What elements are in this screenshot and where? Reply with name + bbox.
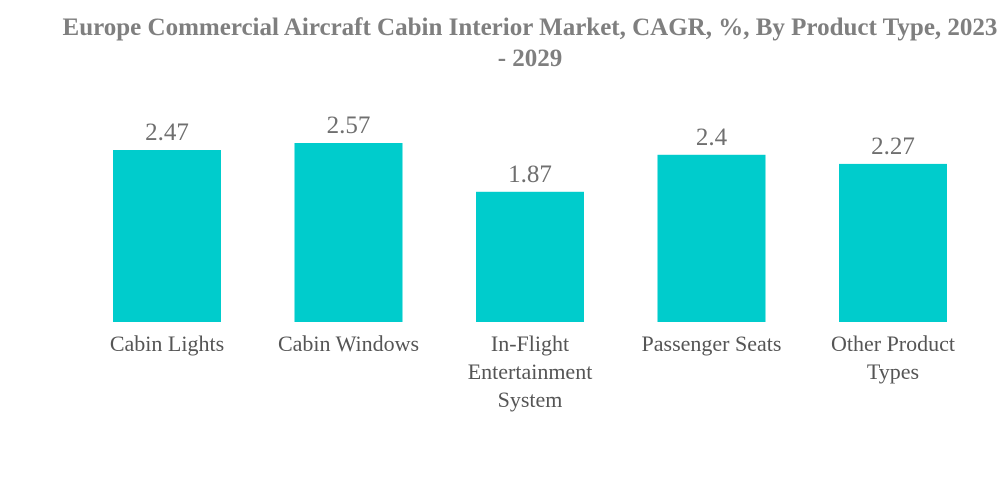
value-label-3: 2.4 [696, 124, 728, 151]
category-label-line: Cabin Windows [278, 331, 419, 356]
bar-0 [113, 150, 221, 322]
chart-title: Europe Commercial Aircraft Cabin Interio… [62, 14, 998, 72]
bar-4 [839, 163, 947, 322]
category-label-2: In-Flight Entertainment System [468, 331, 593, 412]
category-label-3: Passenger Seats [642, 331, 782, 356]
category-label-line: Passenger Seats [642, 331, 782, 356]
category-label-line: System [498, 387, 563, 412]
category-label-line: Types [867, 359, 919, 384]
value-label-2: 1.87 [508, 161, 552, 188]
bar-2 [476, 191, 584, 322]
value-label-0: 2.47 [145, 119, 189, 146]
bar-3 [657, 154, 766, 322]
value-label-4: 2.27 [871, 133, 915, 160]
category-labels-layer: Cabin Lights Cabin Windows In-Flight Entert… [110, 331, 955, 412]
category-label-line: Cabin Lights [110, 331, 224, 356]
value-labels-layer: 2.47 2.57 1.87 2.4 2.27 [145, 112, 915, 188]
category-label-line: Entertainment [468, 359, 593, 384]
category-label-line: Other Product [831, 331, 955, 356]
category-label-0: Cabin Lights [110, 331, 224, 356]
value-label-1: 2.57 [327, 112, 371, 139]
bar-1 [294, 143, 403, 322]
category-label-line: In-Flight [491, 331, 569, 356]
category-label-4: Other Product Types [831, 331, 955, 384]
bars-layer [113, 143, 947, 322]
category-label-1: Cabin Windows [278, 331, 419, 356]
